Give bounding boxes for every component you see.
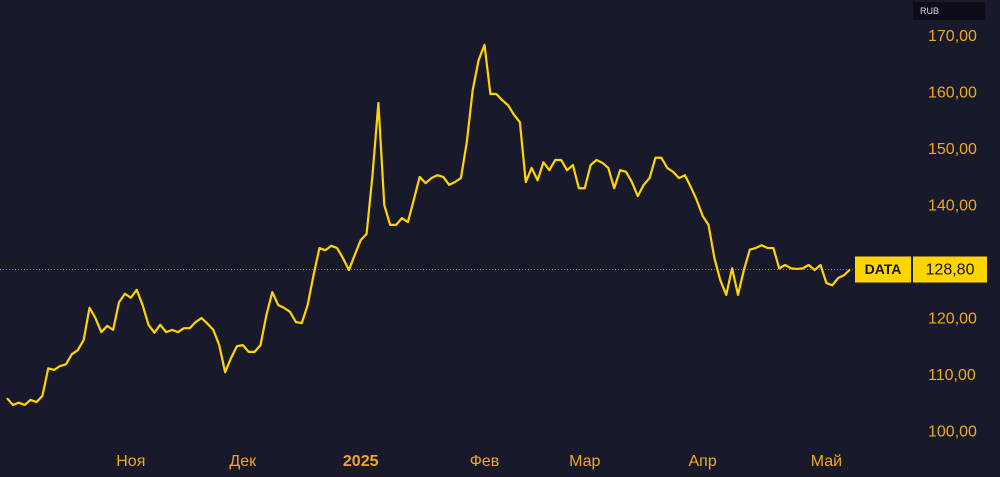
y-tick-label: 150,00	[928, 141, 977, 158]
price-label-box	[913, 256, 987, 283]
currency-label: RUB	[920, 6, 939, 16]
currency-box	[913, 2, 985, 20]
x-tick-label: Май	[811, 453, 842, 470]
x-tick-label: Мар	[569, 453, 600, 470]
y-tick-label: 110,00	[928, 367, 976, 384]
series-tag-box	[855, 256, 911, 283]
price-line	[6, 43, 851, 407]
x-tick-label: 2025	[343, 453, 379, 470]
y-tick-label: 160,00	[928, 85, 977, 102]
y-tick-label: 100,00	[928, 423, 977, 440]
x-tick-label: Дек	[229, 453, 257, 470]
series-tag: DATA	[865, 261, 902, 277]
x-tick-label: Ноя	[116, 453, 145, 470]
y-tick-label: 170,00	[928, 28, 977, 45]
x-tick-label: Апр	[689, 453, 717, 470]
y-tick-label: 140,00	[928, 198, 977, 215]
price-label: 128,80	[926, 262, 975, 279]
y-tick-label: 120,00	[928, 310, 977, 327]
x-tick-label: Фев	[470, 453, 500, 470]
